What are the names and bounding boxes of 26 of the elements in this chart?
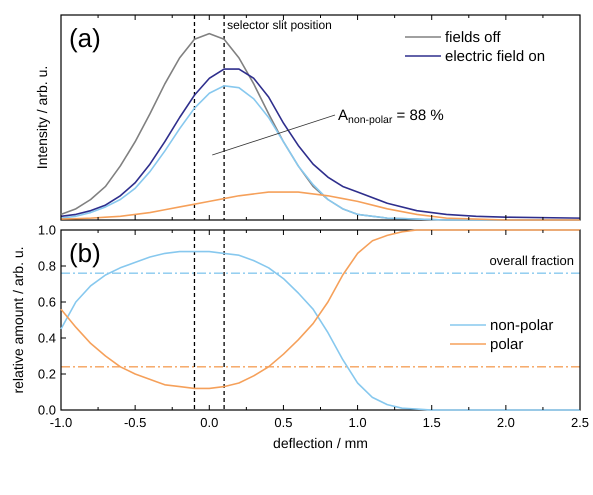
legend-label: fields off xyxy=(445,29,502,46)
x-tick-label: 0.0 xyxy=(200,415,218,430)
y-tick-label: 1.0 xyxy=(38,222,56,238)
ref-line-label: overall fraction xyxy=(489,253,574,268)
x-tick-label: -1.0 xyxy=(50,415,72,430)
x-tick-label: 0.5 xyxy=(274,415,292,430)
x-tick-label: 2.5 xyxy=(570,415,590,430)
y-tick-label: 0.8 xyxy=(38,258,56,274)
legend-label: polar xyxy=(490,336,524,353)
y-axis-title: relative amount / arb. u. xyxy=(10,246,26,394)
x-tick-label: -0.5 xyxy=(124,415,146,430)
ref-line-label: selector slit position xyxy=(227,18,332,32)
legend-label: electric field on xyxy=(445,48,546,65)
x-tick-label: 1.5 xyxy=(422,415,441,430)
annotation: A$_{non-polar}$ = 88 % xyxy=(338,107,444,126)
y-axis-title: Intensity / arb. u. xyxy=(34,66,50,170)
annotation: (b) xyxy=(69,238,101,268)
x-axis-title: deflection / mm xyxy=(273,435,368,451)
y-tick-label: 0.0 xyxy=(38,402,56,418)
y-tick-label: 0.6 xyxy=(38,294,56,310)
x-tick-label: 1.0 xyxy=(348,415,367,430)
y-tick-label: 0.2 xyxy=(38,366,56,382)
annotation: (a) xyxy=(69,23,101,53)
legend-label: non-polar xyxy=(490,317,554,334)
x-tick-label: 2.0 xyxy=(496,415,515,430)
y-tick-label: 0.4 xyxy=(38,330,56,346)
